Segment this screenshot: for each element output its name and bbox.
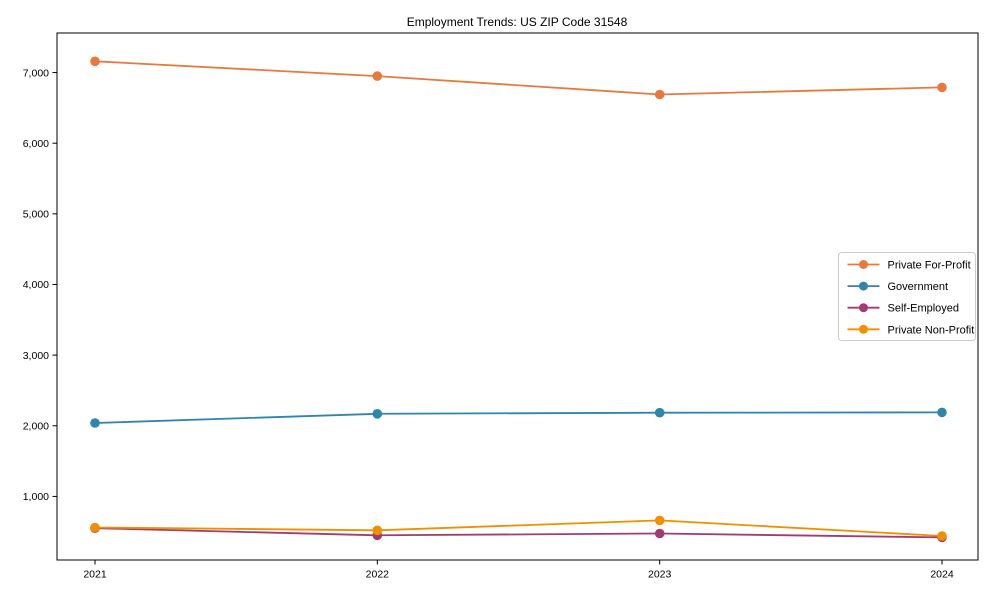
series-line-government xyxy=(94,411,943,424)
y-tick-label: 5,000 xyxy=(23,209,49,221)
data-point-private-for-profit xyxy=(654,89,665,100)
legend-marker-self-employed xyxy=(859,303,868,313)
x-tick-label: 2021 xyxy=(83,569,107,581)
data-point-government xyxy=(937,407,947,418)
data-point-private-non-profit xyxy=(654,515,665,526)
data-point-private-for-profit xyxy=(372,71,383,81)
y-tick-label: 3,000 xyxy=(23,350,49,362)
y-tick-label: 6,000 xyxy=(23,138,49,150)
x-tick-label: 2024 xyxy=(930,569,954,581)
data-point-government xyxy=(654,407,665,418)
x-tick-label: 2022 xyxy=(366,569,390,581)
data-point-private-non-profit xyxy=(937,531,947,541)
plot-area: 1,000 2,000 3,000 4,000 5,000 6,000 7,000 2021 2… xyxy=(23,32,979,581)
legend-marker-government xyxy=(859,281,868,291)
y-tick-label: 7,000 xyxy=(23,67,49,79)
y-tick-label: 2,000 xyxy=(23,420,49,432)
data-point-private-for-profit xyxy=(937,82,947,93)
data-point-self-employed xyxy=(654,528,665,539)
legend-label-private-for-profit: Private For-Profit xyxy=(888,260,971,272)
x-tick-label: 2023 xyxy=(648,569,672,581)
legend-marker-private-for-profit xyxy=(859,260,868,269)
legend-label-private-non-profit: Private Non-Profit xyxy=(888,324,975,336)
legend-marker-private-non-profit xyxy=(859,324,868,334)
data-point-private-for-profit xyxy=(90,56,100,67)
axes-frame xyxy=(56,32,979,561)
series-line-private-for-profit xyxy=(94,60,943,96)
data-point-government xyxy=(90,418,100,428)
data-point-private-non-profit xyxy=(90,522,100,533)
legend-label-self-employed: Self-Employed xyxy=(888,303,960,315)
y-tick-label: 4,000 xyxy=(23,279,49,291)
legend-box xyxy=(838,252,976,341)
data-point-government xyxy=(372,409,383,419)
legend-label-government: Government xyxy=(888,281,949,293)
series-line-self-employed xyxy=(94,527,943,539)
y-tick-label: 1,000 xyxy=(23,491,49,503)
data-point-private-non-profit xyxy=(372,525,383,536)
chart-title: Employment Trends: US ZIP Code 31548 xyxy=(407,15,628,29)
series-line-private-non-profit xyxy=(94,519,943,537)
